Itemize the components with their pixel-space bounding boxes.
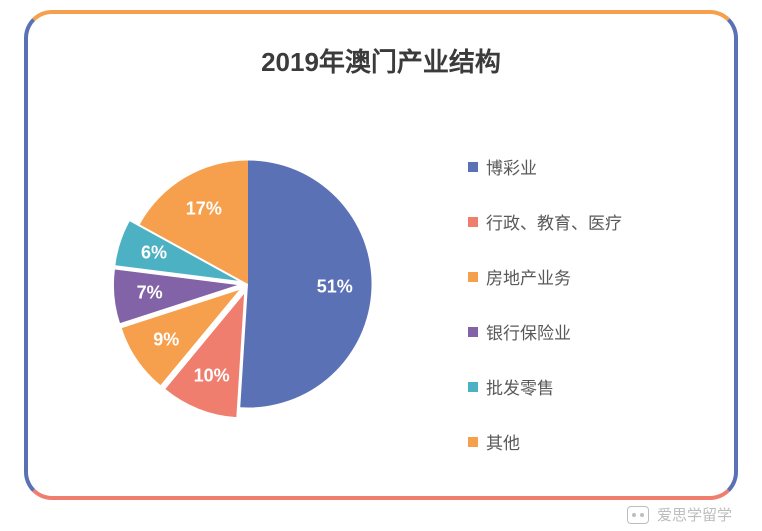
wechat-icon xyxy=(627,506,649,524)
legend-label: 房地产业务 xyxy=(486,264,571,289)
legend-label: 批发零售 xyxy=(486,374,554,399)
pie-chart: 51% 10% 9% 7% 6% 17% xyxy=(98,134,398,434)
slice-percent-label: 51% xyxy=(317,276,353,297)
legend-label: 其他 xyxy=(486,429,520,454)
legend-swatch xyxy=(468,217,478,227)
legend-item: 批发零售 xyxy=(468,374,622,399)
legend-swatch xyxy=(468,162,478,172)
legend-swatch xyxy=(468,327,478,337)
legend-swatch xyxy=(468,437,478,447)
legend-label: 博彩业 xyxy=(486,154,537,179)
slice-percent-label: 7% xyxy=(137,283,163,304)
legend-swatch xyxy=(468,382,478,392)
slice-percent-label: 6% xyxy=(141,243,167,264)
watermark-text: 爱思学留学 xyxy=(657,504,732,525)
legend-item: 行政、教育、医疗 xyxy=(468,209,622,234)
legend-label: 行政、教育、医疗 xyxy=(486,209,622,234)
legend-item: 房地产业务 xyxy=(468,264,622,289)
legend: 博彩业行政、教育、医疗房地产业务银行保险业批发零售其他 xyxy=(468,154,622,454)
slice-percent-label: 10% xyxy=(194,365,230,386)
chart-title: 2019年澳门产业结构 xyxy=(28,42,734,79)
legend-item: 博彩业 xyxy=(468,154,622,179)
watermark: 爱思学留学 xyxy=(627,504,732,525)
legend-swatch xyxy=(468,272,478,282)
legend-item: 其他 xyxy=(468,429,622,454)
slice-percent-label: 17% xyxy=(186,199,222,220)
slice-percent-label: 9% xyxy=(153,329,179,350)
chart-frame: 2019年澳门产业结构 51% 10% 9% 7% 6% 17% 博彩业行政、教育、医疗房… xyxy=(24,10,738,500)
legend-label: 银行保险业 xyxy=(486,319,571,344)
legend-item: 银行保险业 xyxy=(468,319,622,344)
